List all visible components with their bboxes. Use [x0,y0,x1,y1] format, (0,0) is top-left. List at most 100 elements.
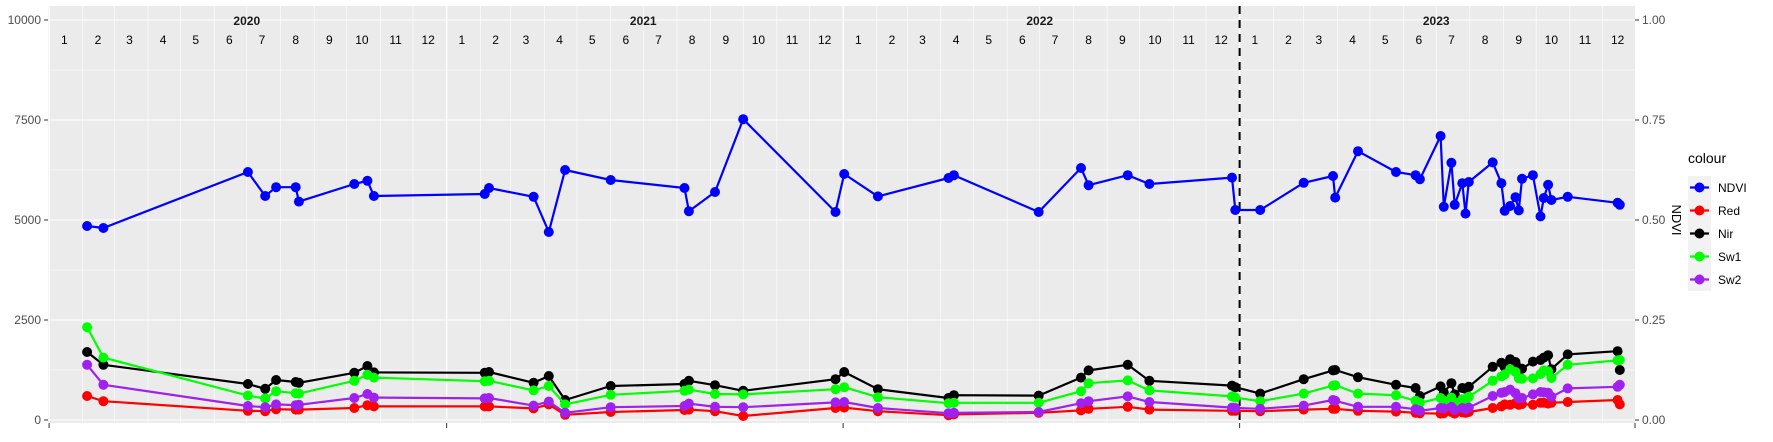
month-label: 11 [1579,33,1592,47]
data-point-red [1527,399,1538,410]
data-point-sw1 [1144,385,1155,396]
data-point-ndvi [738,114,749,125]
data-point-red [82,391,93,401]
year-label: 2021 [630,14,657,28]
month-label: 10 [752,33,766,47]
month-label: 8 [1482,33,1489,47]
legend-key-point [1694,251,1705,262]
data-point-ndvi [293,196,304,207]
legend-key-point [1694,205,1705,216]
month-label: 11 [786,33,799,47]
year-label: 2023 [1423,14,1450,28]
data-point-sw2 [1255,403,1266,414]
data-point-ndvi [1255,205,1266,215]
data-point-nir [948,390,959,401]
legend-label: Nir [1718,227,1733,241]
month-label: 12 [1214,33,1228,47]
data-point-nir [293,377,304,388]
data-point-ndvi [710,187,720,197]
data-point-ndvi [1513,205,1524,216]
month-label: 6 [623,33,630,47]
month-label: 3 [919,33,926,47]
month-label: 7 [259,33,266,47]
data-point-sw2 [830,397,841,408]
data-point-red [1144,404,1155,415]
data-point-sw2 [349,393,360,403]
plot-panel [48,6,1635,423]
data-point-sw2 [872,403,883,413]
data-point-sw1 [1330,380,1341,391]
month-label: 7 [1052,33,1059,47]
month-label: 9 [1515,33,1522,47]
month-label: 6 [1415,33,1422,47]
data-point-sw2 [1083,396,1094,407]
data-point-ndvi [1546,195,1557,205]
data-point-ndvi [1614,199,1625,210]
data-point-ndvi [1435,131,1446,141]
data-point-nir [1612,346,1623,357]
data-point-sw2 [1614,379,1625,390]
data-point-nir [1446,378,1457,389]
data-point-ndvi [1527,170,1538,181]
data-point-sw1 [1527,373,1538,384]
data-point-sw2 [1487,391,1498,401]
data-point-sw1 [1391,390,1401,401]
data-point-nir [1527,356,1538,367]
data-point-sw1 [543,381,554,391]
data-point-sw1 [484,375,494,386]
data-point-ndvi [1122,170,1133,181]
data-point-sw1 [1546,373,1557,383]
data-point-nir [242,379,253,389]
data-point-ndvi [839,169,850,179]
data-point-ndvi [368,191,379,201]
month-label: 2 [492,33,499,47]
data-point-sw2 [1353,401,1363,412]
data-point-ndvi [1353,146,1363,157]
month-label: 1 [459,33,466,47]
data-point-ndvi [98,223,109,233]
data-point-nir [1076,372,1086,383]
data-point-nir [1330,365,1341,375]
data-point-ndvi [242,167,253,177]
y2-tick-label: 1.00 [1642,13,1666,27]
data-point-ndvi [1227,172,1237,183]
month-label: 4 [1349,33,1356,47]
data-point-red [1330,403,1341,414]
data-point-nir [1122,359,1133,370]
data-point-sw1 [82,322,93,333]
data-point-nir [1614,365,1625,375]
data-point-red [1076,405,1086,416]
data-point-sw2 [1033,407,1044,417]
year-label: 2020 [233,14,260,28]
month-label: 5 [589,33,596,47]
data-point-ndvi [1562,191,1573,202]
month-label: 12 [422,33,436,47]
data-point-sw1 [1083,378,1094,389]
data-point-nir [683,375,694,386]
data-point-ndvi [830,207,841,217]
data-point-sw2 [82,359,93,370]
data-point-sw1 [1298,388,1309,399]
month-label: 10 [355,33,369,47]
data-point-sw2 [1076,398,1086,409]
month-label: 4 [953,33,960,47]
data-point-sw2 [484,393,494,403]
data-point-nir [82,347,93,357]
data-point-sw2 [1463,402,1474,413]
data-point-sw2 [528,400,539,411]
month-label: 2 [889,33,896,47]
data-point-ndvi [1414,174,1425,185]
data-point-ndvi [1463,177,1474,187]
data-point-nir [543,371,554,381]
data-point-ndvi [1438,201,1449,212]
data-point-sw1 [1614,355,1625,365]
data-point-sw2 [543,396,554,407]
month-label: 2 [95,33,102,47]
data-point-ndvi [1487,157,1498,168]
data-point-sw2 [1546,391,1557,402]
data-point-nir [872,384,883,395]
data-point-sw1 [605,389,616,400]
data-point-ndvi [543,227,554,237]
grid-lines [48,6,1635,423]
data-point-red [98,396,109,407]
